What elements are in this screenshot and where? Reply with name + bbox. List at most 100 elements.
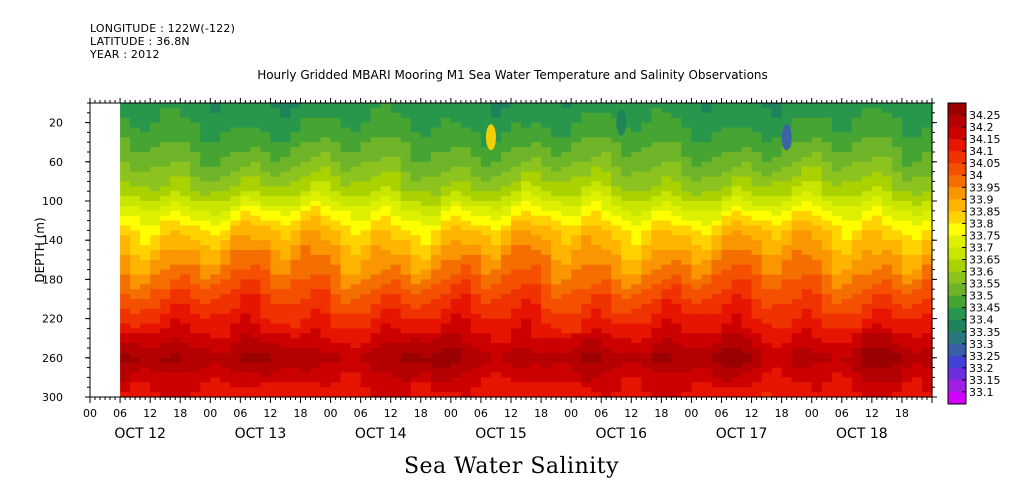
salinity-cell [581, 156, 592, 163]
salinity-cell [891, 137, 903, 143]
salinity-cell [330, 205, 342, 212]
salinity-cell [621, 284, 632, 290]
salinity-cell [290, 107, 302, 114]
salinity-cell [861, 377, 873, 383]
salinity-cell [500, 142, 512, 148]
salinity-cell [911, 152, 923, 158]
salinity-cell [531, 303, 542, 310]
salinity-cell [641, 362, 652, 369]
salinity-cell [360, 156, 372, 163]
salinity-cell [631, 161, 642, 168]
salinity-cell [681, 284, 693, 290]
salinity-cell [521, 181, 532, 187]
salinity-cell [220, 367, 231, 374]
salinity-cell [701, 230, 713, 236]
salinity-cell [511, 352, 522, 359]
salinity-cell [270, 147, 282, 153]
salinity-cell [881, 215, 893, 222]
salinity-cell [571, 112, 582, 119]
salinity-cell [751, 166, 763, 173]
salinity-cell [601, 392, 612, 398]
salinity-cell [531, 210, 542, 217]
salinity-cell [480, 196, 492, 202]
salinity-cell [641, 166, 652, 173]
salinity-cell [661, 269, 672, 276]
salinity-cell [531, 318, 542, 325]
salinity-cell [490, 176, 502, 182]
salinity-cell [601, 166, 612, 173]
salinity-cell [651, 308, 662, 315]
salinity-cell [380, 196, 392, 202]
salinity-cell [120, 308, 131, 315]
salinity-cell [681, 210, 693, 217]
salinity-cell [761, 186, 773, 192]
salinity-cell [190, 323, 201, 329]
salinity-cell [781, 313, 793, 320]
salinity-cell [771, 318, 783, 325]
salinity-cell [901, 308, 913, 315]
salinity-cell [761, 176, 773, 182]
salinity-cell [220, 230, 231, 236]
salinity-cell [420, 201, 432, 207]
salinity-cell [360, 201, 372, 207]
salinity-cell [310, 240, 322, 246]
salinity-cell [330, 338, 342, 344]
salinity-cell [671, 127, 682, 133]
salinity-cell [410, 147, 422, 153]
salinity-cell [761, 367, 773, 374]
salinity-cell [811, 382, 823, 388]
salinity-cell [821, 323, 833, 329]
salinity-cell [631, 318, 642, 325]
salinity-cell [861, 382, 873, 388]
salinity-cell [531, 357, 542, 364]
salinity-cell [180, 245, 191, 251]
salinity-cell [370, 259, 382, 266]
salinity-cell [821, 362, 833, 369]
salinity-cell [200, 299, 211, 305]
salinity-cell [921, 171, 933, 178]
salinity-cell [611, 220, 622, 227]
salinity-cell [771, 338, 783, 344]
salinity-cell [871, 352, 883, 359]
salinity-cell [440, 215, 452, 222]
salinity-cell [460, 127, 472, 133]
salinity-cell [260, 313, 272, 320]
salinity-cell [531, 142, 542, 148]
salinity-cell [130, 299, 141, 305]
salinity-cell [831, 294, 843, 300]
salinity-cell [771, 254, 783, 261]
salinity-cell [921, 392, 933, 398]
salinity-cell [641, 279, 652, 285]
salinity-cell [711, 147, 723, 153]
salinity-cell [170, 103, 181, 109]
salinity-cell [511, 225, 522, 231]
salinity-cell [170, 117, 181, 124]
salinity-cell [781, 112, 793, 119]
salinity-cell [230, 294, 241, 300]
salinity-cell [450, 142, 462, 148]
salinity-cell [861, 274, 873, 280]
salinity-cell [791, 338, 803, 344]
salinity-cell [531, 230, 542, 236]
salinity-cell [340, 142, 352, 148]
salinity-cell [781, 117, 793, 124]
salinity-cell [761, 171, 773, 178]
salinity-cell [871, 235, 883, 241]
salinity-cell [480, 372, 492, 378]
salinity-cell [531, 103, 542, 109]
salinity-cell [811, 220, 823, 227]
salinity-cell [250, 323, 261, 329]
salinity-cell [801, 323, 813, 329]
salinity-cell [450, 392, 462, 398]
salinity-cell [360, 279, 372, 285]
salinity-cell [200, 274, 211, 280]
salinity-cell [330, 274, 342, 280]
salinity-cell [921, 186, 933, 192]
salinity-cell [480, 254, 492, 261]
salinity-cell [901, 220, 913, 227]
salinity-cell [290, 289, 302, 295]
salinity-cell [631, 308, 642, 315]
salinity-cell [901, 196, 913, 202]
salinity-cell [250, 338, 261, 344]
salinity-cell [410, 132, 422, 138]
